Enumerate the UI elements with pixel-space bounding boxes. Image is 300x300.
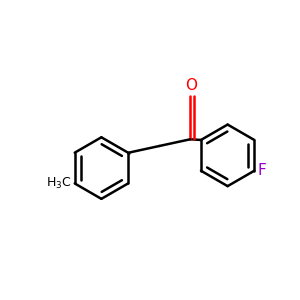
Text: H$_3$C: H$_3$C [46, 176, 72, 191]
Text: F: F [257, 163, 266, 178]
Text: O: O [185, 78, 197, 93]
